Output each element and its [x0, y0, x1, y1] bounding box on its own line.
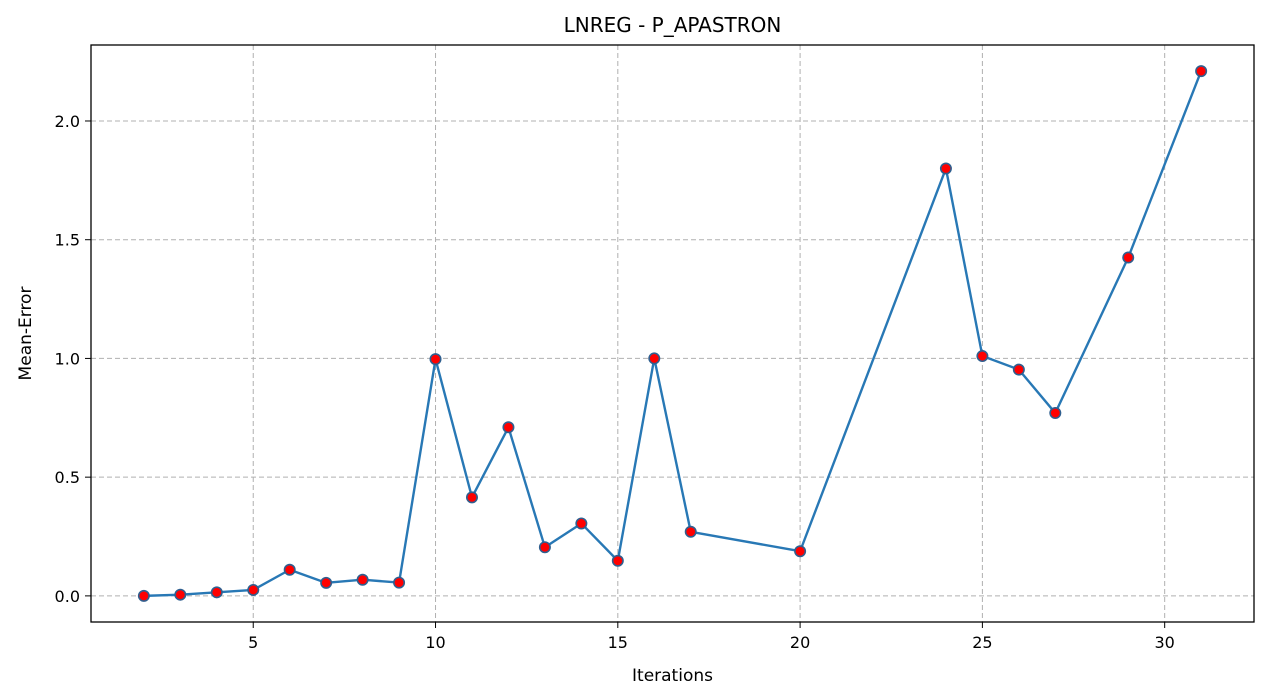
data-point-marker: [976, 350, 989, 363]
data-point-marker: [356, 573, 369, 586]
data-point-marker: [465, 491, 478, 504]
data-point-marker: [283, 563, 296, 576]
x-tick-label: 25: [972, 633, 992, 652]
series-line: [143, 70, 1203, 598]
data-point-marker: [794, 545, 807, 558]
plot-area-frame: [90, 44, 1255, 623]
y-tick-label: 1.0: [55, 349, 80, 368]
y-tick-label: 0.0: [55, 587, 80, 606]
data-point-marker: [648, 352, 661, 365]
data-point-marker: [429, 353, 442, 366]
x-tick-label: 5: [248, 633, 258, 652]
x-tick-label: 10: [425, 633, 445, 652]
y-tick-label: 2.0: [55, 112, 80, 131]
y-tick-label: 0.5: [55, 468, 80, 487]
data-point-marker: [684, 525, 697, 538]
x-tick-label: 15: [608, 633, 628, 652]
grid: [91, 45, 1254, 622]
data-point-marker: [174, 588, 187, 601]
y-axis-label: Mean-Error: [16, 287, 36, 381]
data-point-marker: [575, 517, 588, 530]
chart-title: LNREG - P_APASTRON: [564, 13, 782, 37]
series-layer: [137, 65, 1208, 602]
x-axis-label: Iterations: [632, 666, 713, 686]
data-point-marker: [137, 589, 150, 602]
x-tick-label: 30: [1154, 633, 1174, 652]
data-point-marker: [247, 583, 260, 596]
data-point-marker: [502, 421, 515, 434]
ticks: 5 10 15 20 25 30 0.0 0.5 1.0 1.5 2.0: [55, 112, 1175, 652]
data-point-marker: [320, 576, 333, 589]
data-point-marker: [1122, 251, 1135, 264]
data-point-marker: [538, 541, 551, 554]
y-tick-label: 1.5: [55, 231, 80, 250]
data-point-marker: [1012, 363, 1025, 376]
data-point-marker: [611, 554, 624, 567]
data-point-marker: [1195, 65, 1208, 78]
data-point-marker: [210, 586, 223, 599]
data-point-marker: [939, 162, 952, 175]
data-point-marker: [393, 576, 406, 589]
x-tick-label: 20: [790, 633, 810, 652]
data-point-marker: [1049, 407, 1062, 420]
